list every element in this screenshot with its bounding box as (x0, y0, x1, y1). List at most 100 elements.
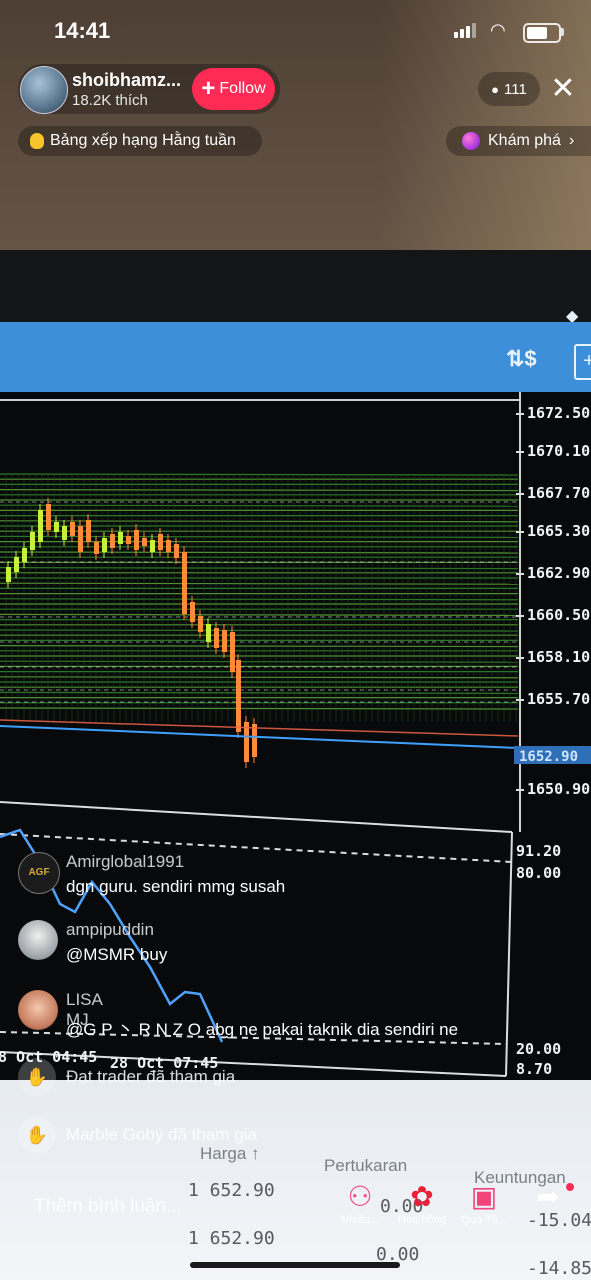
candle-body (198, 616, 203, 632)
background-light (380, 0, 591, 260)
candle-body (182, 552, 187, 614)
candle-body (102, 538, 107, 552)
weekly-ranking-badge[interactable]: Bảng xếp hạng Hằng tuần (18, 126, 262, 156)
candle-body (30, 532, 35, 550)
price-tick-label: 1655.70 (527, 690, 590, 708)
share-button[interactable]: ➦ (518, 1180, 578, 1214)
row2-profit: -14.85 (527, 1258, 591, 1279)
comment-username[interactable]: ampipuddin (66, 920, 154, 939)
indicator-tick-label: 91.20 (516, 842, 561, 860)
viewer-count-button[interactable]: ● 111 (478, 72, 540, 106)
trade-table-background (0, 1080, 591, 1280)
candle-body (174, 544, 179, 558)
price-tick-label: 1672.50 (527, 404, 590, 422)
host-name[interactable]: shoibhamz... (72, 70, 182, 90)
row2-change: 0.00 (376, 1244, 420, 1265)
comment-text: @MSMR buy (66, 945, 168, 964)
col-profit-header: Keuntungan (474, 1168, 566, 1187)
comment-input[interactable] (18, 1184, 336, 1230)
indicator-axis-line (505, 831, 513, 1077)
candle-body (134, 530, 139, 550)
row1-profit: -15.04 (527, 1210, 591, 1231)
comment-avatar[interactable]: AGF (18, 852, 60, 894)
candle-body (150, 540, 155, 552)
indicator-bottom-border (0, 1051, 507, 1077)
comment-avatar[interactable] (18, 920, 58, 960)
candle-body (62, 526, 67, 540)
comment-text: dgn guru. sendiri mmg susah (66, 877, 286, 896)
candle-body (236, 660, 241, 732)
add-order-icon: + (574, 344, 591, 380)
col-change-header: Pertukaran (324, 1156, 408, 1175)
col-price-header: Harga ↑ (200, 1144, 260, 1163)
trading-app-toolbar (0, 322, 591, 392)
planet-icon (462, 132, 480, 150)
candle-body (214, 628, 219, 648)
price-tick-label: 1662.90 (527, 564, 590, 582)
comment-username[interactable]: LISA MJ (66, 990, 102, 1029)
row2-price: 1 652.90 (188, 1228, 275, 1249)
gift-icon: ▣ (470, 1181, 498, 1212)
candle-body (206, 624, 211, 642)
current-price-line (0, 725, 519, 749)
person-icon: ● (491, 81, 500, 97)
join-text: Marble Goby đã tham gia (66, 1125, 257, 1144)
candle-body (166, 540, 171, 552)
hand-icon (30, 133, 44, 149)
status-time: 14:41 (54, 18, 111, 43)
candle-body (78, 526, 83, 552)
candle-body (22, 548, 27, 562)
close-icon[interactable]: ✕ (550, 72, 576, 105)
monitor-bezel (0, 250, 591, 330)
gift-button[interactable]: ▣ Quà Tặ... (454, 1180, 514, 1226)
follow-label: Follow (219, 80, 266, 97)
notification-dot (566, 1183, 574, 1191)
indicator-tick-label: 20.00 (516, 1040, 561, 1058)
battery-tip (561, 28, 564, 36)
candle-body (252, 724, 257, 757)
indicator-level-80 (0, 833, 513, 863)
multi-guest-label: Nhiều... (341, 1214, 379, 1226)
multi-guest-button[interactable]: ⚇ Nhiều... (330, 1180, 390, 1226)
chevron-right-icon: › (568, 132, 575, 149)
bid-price-line (0, 719, 519, 737)
candle-body (142, 538, 147, 546)
candle-body (46, 504, 51, 530)
explore-badge[interactable]: Khám phá › (446, 126, 591, 156)
signal-icon (454, 20, 478, 38)
wave-icon: ✋ (18, 1116, 56, 1154)
host-avatar[interactable] (20, 66, 68, 114)
trade-dollar-icon: ⇅$ (506, 346, 537, 371)
home-indicator (190, 1262, 400, 1268)
indicator-level-20 (0, 1031, 507, 1045)
battery-icon (523, 23, 561, 43)
candle-body (86, 520, 91, 542)
wave-icon: ✋ (18, 1058, 56, 1096)
candle-body (14, 557, 19, 572)
join-text: Đạt trader đã tham gia (66, 1067, 236, 1086)
current-price-label: 1652.90 (519, 749, 578, 765)
candle-body (94, 542, 99, 554)
host-likes: 18.2K thích (72, 92, 148, 109)
candle-body (158, 534, 163, 550)
price-chart: 1672.50 1670.10 1667.70 1665.30 1662.90 1660.… (0, 392, 591, 1078)
price-tick-label: 1660.50 (527, 606, 590, 624)
price-tick-label: 1670.10 (527, 442, 590, 460)
follow-button[interactable]: + Follow (192, 68, 275, 110)
comment-avatar[interactable] (18, 990, 58, 1030)
comment-username[interactable]: Amirglobal1991 (66, 852, 185, 871)
time-axis-label: 8 Oct 04:45 (0, 1048, 97, 1066)
rose-icon: ✿ (410, 1181, 434, 1212)
candle-body (126, 536, 131, 544)
indicator-tick-label: 8.70 (516, 1060, 552, 1078)
rose-label: Hoa hồng (398, 1214, 446, 1226)
candle-body (222, 630, 227, 652)
row1-change: 0.00 (380, 1196, 424, 1217)
candle-body (54, 522, 59, 532)
price-tick-label: 1665.30 (527, 522, 590, 540)
time-axis-label: 28 Oct 07:45 (110, 1054, 218, 1072)
monitor-wifi-icon: ◆ (566, 308, 579, 325)
multi-guest-icon: ⚇ (347, 1181, 373, 1212)
rose-button[interactable]: ✿ Hoa hồng (392, 1180, 452, 1226)
candle-body (230, 632, 235, 672)
